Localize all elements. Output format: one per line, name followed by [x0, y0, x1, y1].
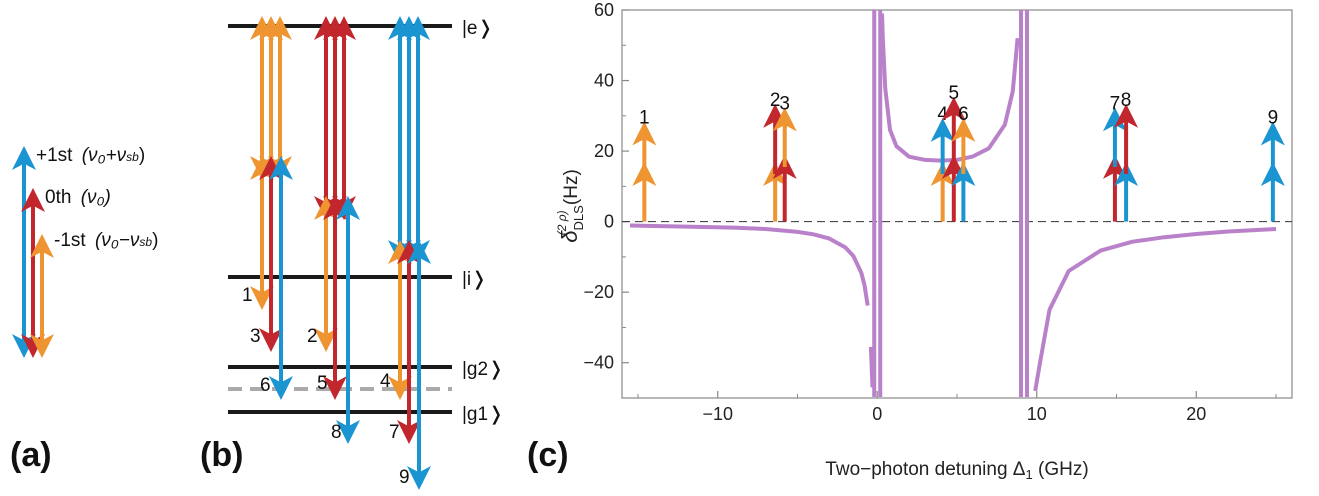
plot-frame: [621, 9, 1293, 399]
legend-plus1-sub: sb: [126, 150, 139, 164]
axis-ticks: −10 0 10 20 −40 −20 0 20 40 60: [583, 0, 1277, 424]
y-axis-label-main: δ: [557, 230, 582, 243]
x-tick-label: −10: [702, 404, 733, 424]
marker-label-5: 5: [949, 83, 960, 104]
legend-zeroth-name: 0th: [45, 187, 71, 208]
level-label-g2: |g2❭: [462, 359, 504, 380]
y-tick-label: −20: [583, 282, 614, 302]
y-axis-label-sub: DLS: [571, 205, 586, 231]
level-label-i: |i❭: [462, 269, 487, 290]
legend-minus1-name: -1st: [54, 230, 86, 251]
level-label-e: |e❭: [462, 18, 493, 39]
marker-label-7: 7: [1110, 93, 1121, 114]
y-tick-label: 40: [594, 71, 614, 91]
marker-label-3: 3: [779, 93, 790, 114]
panel-c-chart: (c) −10 0 10 20 −40 −20 0 20 40 60 1 23 456 7 8 9 Two−…: [527, 0, 1293, 482]
legend-plus1-name: +1st: [36, 145, 73, 166]
panel-b-level-diagram: (b) |e❭ |i❭ |g2❭ |g1❭ 1 2: [200, 15, 504, 490]
panel-a-label: (a): [10, 436, 52, 474]
path-number-4: 4: [380, 371, 391, 392]
legend-zeroth-formula: (ν₀): [81, 187, 111, 208]
dls-curve-segment: [868, 346, 875, 388]
marker-group: 1 23 456 7 8 9: [632, 83, 1285, 222]
marker-label-1: 1: [639, 107, 650, 128]
path-number-7: 7: [389, 422, 400, 443]
marker-label-6: 6: [958, 104, 969, 125]
x-axis-label: Two−photon detuning Δ1 (GHz): [825, 459, 1088, 482]
path-number-3: 3: [250, 326, 261, 347]
x-axis-label-unit: (GHz): [1033, 459, 1089, 480]
y-axis-label-sup: (2 ρ): [555, 210, 569, 235]
marker-label-2: 2: [770, 90, 781, 111]
path-number-1: 1: [242, 285, 253, 306]
panel-c-label: (c): [527, 436, 569, 474]
legend-plus1-close: ): [139, 145, 145, 166]
path-number-6: 6: [260, 375, 271, 396]
marker-label-8: 8: [1121, 90, 1132, 111]
y-axis-label: δDLS(2 ρ) (Hz): [555, 169, 586, 243]
y-tick-label: 20: [594, 141, 614, 161]
dls-curve-segment: [880, 13, 1020, 163]
legend-zeroth: 0th (ν₀): [45, 187, 111, 208]
panel-a-legend: (a) +1st (ν₀+νsb) 0th (ν₀) -1st (ν₀−νsb): [10, 145, 158, 474]
x-tick-label: 20: [1186, 404, 1206, 424]
x-axis-label-main: Two−photon detuning Δ: [825, 459, 1026, 480]
x-tick-label: 10: [1027, 404, 1047, 424]
y-tick-label: 60: [594, 0, 614, 20]
x-axis-label-sub: 1: [1026, 467, 1033, 482]
path-number-5: 5: [317, 373, 328, 394]
level-label-g1: |g1❭: [462, 404, 504, 425]
y-tick-label: −40: [583, 353, 614, 373]
legend-minus1-sub: sb: [139, 235, 152, 249]
dls-curve-segment: [629, 223, 870, 306]
y-axis-label-unit: (Hz): [561, 169, 582, 210]
legend-minus1: -1st (ν₀−νsb): [54, 230, 158, 251]
marker-label-4: 4: [937, 104, 948, 125]
panel-b-label: (b): [200, 436, 243, 474]
legend-plus1-formula: (ν₀+ν: [82, 145, 127, 166]
marker-label-9: 9: [1268, 107, 1279, 128]
legend-minus1-close: ): [152, 230, 158, 251]
path-number-8: 8: [331, 422, 342, 443]
legend-plus1: +1st (ν₀+νsb): [36, 145, 145, 166]
path-number-2: 2: [307, 326, 318, 347]
legend-minus1-formula: (ν₀−ν: [95, 230, 140, 251]
y-tick-label: 0: [604, 212, 614, 232]
x-tick-label: 0: [872, 404, 882, 424]
path-number-9: 9: [399, 467, 410, 488]
curve-group: [629, 10, 1277, 397]
dls-curve-segment: [1033, 227, 1277, 392]
